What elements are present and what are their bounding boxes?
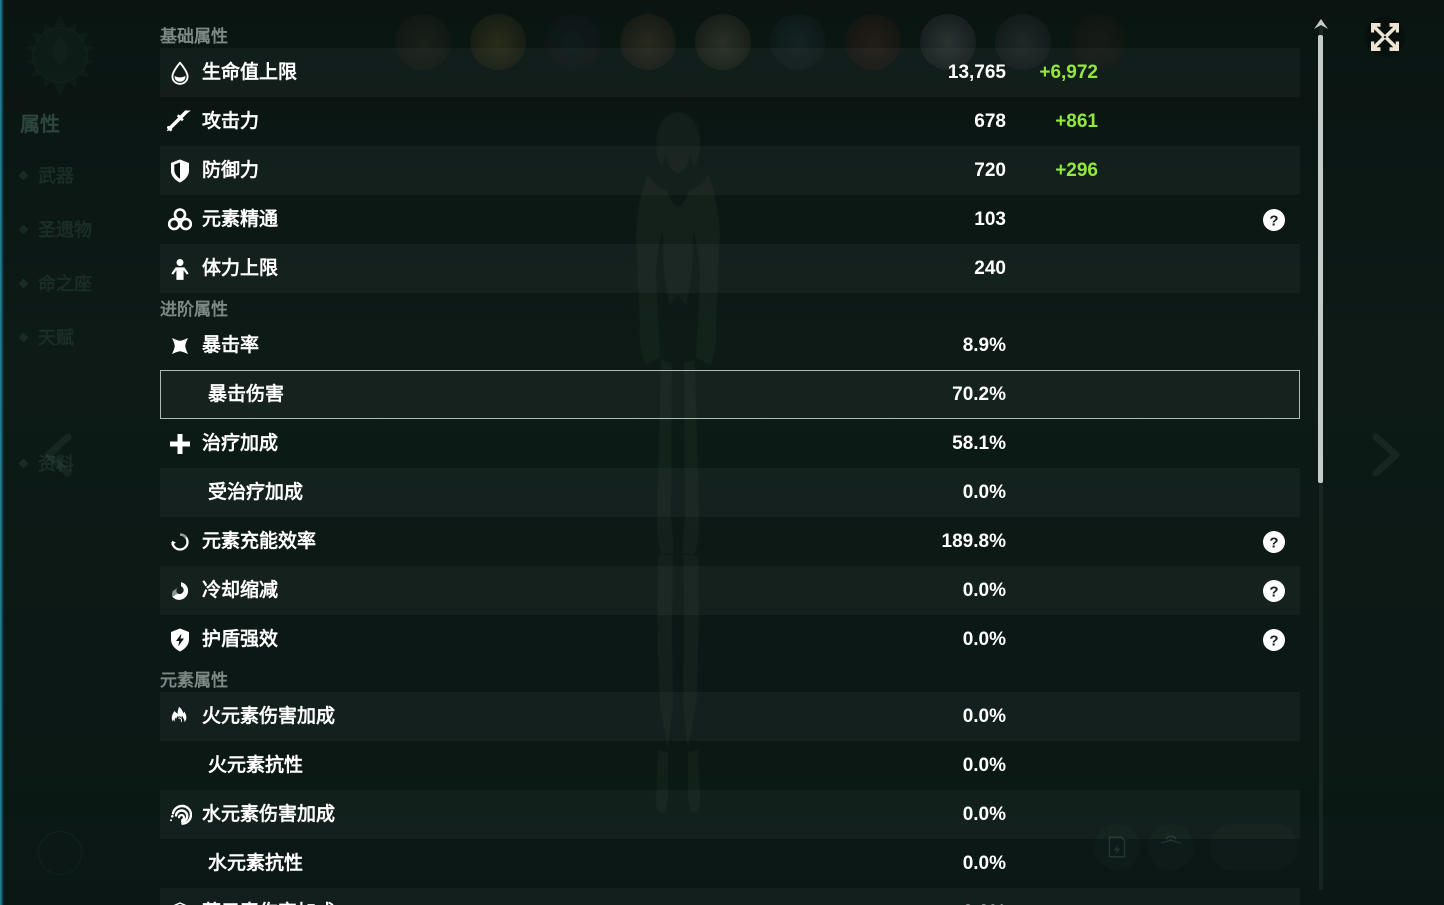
svg-text:?: ? bbox=[1269, 583, 1278, 600]
svg-text:?: ? bbox=[1269, 632, 1278, 649]
svg-text:?: ? bbox=[1269, 212, 1278, 229]
svg-text:?: ? bbox=[1269, 534, 1278, 551]
